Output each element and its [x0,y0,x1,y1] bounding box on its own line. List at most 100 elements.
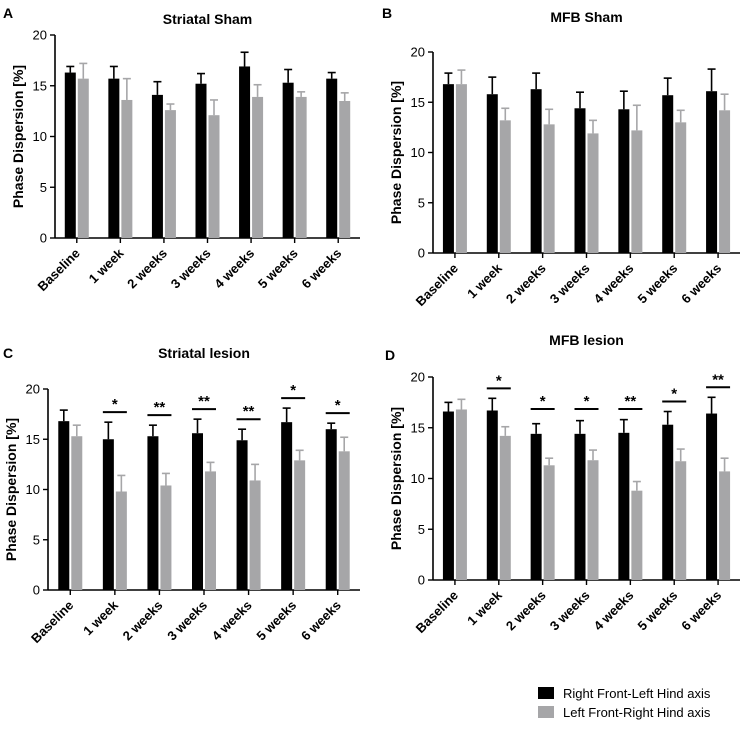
legend-label: Right Front-Left Hind axis [563,686,711,701]
x-tick-label: 6 weeks [298,598,344,644]
x-tick-label: 1 week [86,245,127,286]
significance-marker: * [290,382,296,399]
x-tick-label: 4 weeks [591,261,637,307]
x-tick-label: 4 weeks [591,588,637,634]
y-tick-label: 10 [411,145,425,160]
x-tick-label: 1 week [80,597,121,638]
significance-marker: ** [712,371,724,388]
significance-marker: * [496,372,502,389]
x-tick-label: 2 weeks [124,246,170,292]
chart-title: MFB Sham [550,9,622,25]
y-tick-label: 10 [33,129,47,144]
significance-marker: ** [198,393,210,410]
bar-right-front-left-hind [236,440,248,590]
y-axis-label: Phase Dispersion [%] [10,65,26,208]
bar-left-front-right-hind [675,461,687,580]
bar-right-front-left-hind [662,424,674,580]
x-tick-label: 5 weeks [634,261,680,307]
chart-title: Striatal lesion [158,345,250,361]
y-axis-label: Phase Dispersion [%] [388,407,404,550]
x-tick-label: 4 weeks [209,598,255,644]
y-tick-label: 20 [33,28,47,43]
y-tick-label: 5 [418,195,425,210]
significance-marker: * [671,386,677,403]
bar-right-front-left-hind [102,439,114,590]
bar-right-front-left-hind [195,83,207,238]
x-tick-label: Baseline [34,246,82,294]
x-tick-label: 5 weeks [634,588,680,634]
x-tick-label: 3 weeks [547,261,593,307]
bar-right-front-left-hind [58,421,70,590]
bar-left-front-right-hind [71,436,83,590]
y-axis-label: Phase Dispersion [%] [388,81,404,224]
y-tick-label: 0 [40,231,47,246]
bar-left-front-right-hind [339,100,351,238]
y-tick-label: 15 [26,432,40,447]
bar-right-front-left-hind [326,78,338,239]
x-tick-label: Baseline [413,588,461,636]
bar-right-front-left-hind [706,91,718,253]
bar-left-front-right-hind [675,122,687,253]
bar-right-front-left-hind [282,82,294,238]
panel-letter: B [382,5,392,21]
bar-right-front-left-hind [151,94,163,238]
bar-left-front-right-hind [455,84,467,253]
bar-left-front-right-hind [205,471,216,590]
chart-title: MFB lesion [549,332,624,348]
significance-marker: ** [243,403,255,420]
bar-right-front-left-hind [662,95,674,253]
panels-container: A Striatal Sham Phase Dispersion [%] 0 5 10 15… [3,5,740,646]
bar-right-front-left-hind [574,108,586,253]
x-tick-label: 6 weeks [298,246,344,292]
y-tick-label: 20 [26,382,40,397]
x-tick-label: 3 weeks [547,588,593,634]
bar-left-front-right-hind [719,110,731,253]
bar-right-front-left-hind [442,84,454,253]
x-tick-label: 1 week [464,260,505,301]
bar-left-front-right-hind [160,485,172,590]
chart-title: Striatal Sham [163,11,252,27]
x-tick-label: 6 weeks [678,261,724,307]
y-tick-label: 5 [418,522,425,537]
legend: Right Front-Left Hind axis Left Front-Rig… [538,686,711,720]
x-tick-label: Baseline [28,598,76,646]
y-tick-label: 20 [411,45,425,60]
bar-left-front-right-hind [631,130,643,253]
bar-right-front-left-hind [530,89,542,253]
y-tick-label: 5 [40,180,47,195]
x-tick-label: 3 weeks [168,246,214,292]
y-tick-label: 0 [418,573,425,588]
significance-marker: * [540,393,546,410]
bar-left-front-right-hind [77,78,89,239]
bar-right-front-left-hind [486,94,498,254]
bar-left-front-right-hind [208,115,220,238]
bar-left-front-right-hind [455,409,467,580]
y-tick-label: 15 [411,95,425,110]
bar-left-front-right-hind [543,124,555,253]
x-tick-label: 2 weeks [503,588,549,634]
y-tick-label: 0 [33,583,40,598]
panel-letter: D [385,347,395,363]
legend-label: Left Front-Right Hind axis [563,705,711,720]
panel-letter: A [3,5,13,21]
y-tick-label: 15 [33,78,47,93]
bar-right-front-left-hind [64,72,76,239]
panel-d: D MFB lesion Phase Dispersion [%] 0 5 10 15 20 B… [385,332,740,636]
bar-left-front-right-hind [121,99,133,239]
bar-left-front-right-hind [587,460,599,580]
y-tick-label: 5 [33,532,40,547]
bar-right-front-left-hind [442,411,454,580]
x-tick-label: 6 weeks [678,588,724,634]
panel-a: A Striatal Sham Phase Dispersion [%] 0 5 10 15… [3,5,360,294]
bar-right-front-left-hind [325,429,337,590]
y-tick-label: 10 [411,471,425,486]
x-tick-label: 4 weeks [211,246,257,292]
bar-left-front-right-hind [295,96,307,238]
x-tick-label: Baseline [413,261,461,309]
panel-b: B MFB Sham Phase Dispersion [%] 0 5 10 15 20 Bas… [382,5,740,309]
x-tick-label: 2 weeks [503,261,549,307]
significance-marker: ** [625,393,637,410]
bar-right-front-left-hind [192,433,203,590]
significance-marker: * [112,396,118,413]
